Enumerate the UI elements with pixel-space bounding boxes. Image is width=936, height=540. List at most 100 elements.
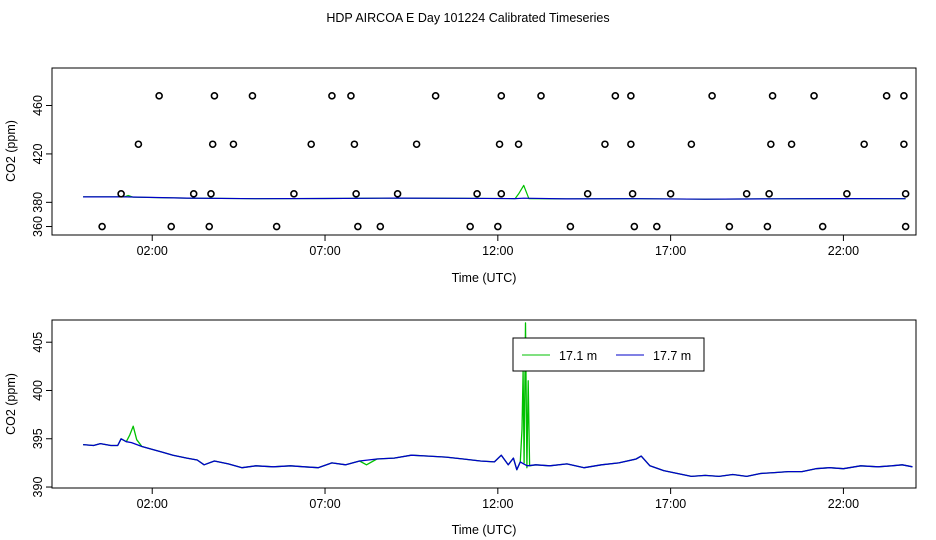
y-tick-label: 460 [31,95,45,116]
series-line-17-1 [83,184,906,200]
flag-point [248,92,257,100]
x-axis: 02:00 07:00 12:00 17:00 22:00 [137,235,859,258]
x-axis-title: Time (UTC) [452,523,517,537]
x-axis-title: Time (UTC) [452,271,517,285]
flag-point [473,190,481,198]
x-tick-label: 17:00 [655,497,686,511]
flag-point [328,92,336,100]
flag-point [155,92,163,100]
flag-point [290,190,298,198]
flag-point [208,140,217,149]
x-tick-label: 22:00 [828,497,859,511]
flag-point [666,190,675,198]
flag-point [210,92,219,100]
bottom-panel: 02:00 07:00 12:00 17:00 22:00 390 395 400 405 T… [4,319,917,537]
flag-point [583,190,592,198]
flag-point [601,140,609,149]
flag-point [687,140,696,149]
flag-point [768,92,777,100]
flag-point [652,222,661,231]
flag-point [497,92,506,100]
legend-box [512,337,705,372]
top-panel: 02:00 07:00 12:00 17:00 22:00 360 380 420 460 T… [4,67,917,285]
flag-point [901,190,910,198]
flag-point [350,140,359,149]
legend: 17.1 m 17.7 m [512,337,705,372]
flag-point [742,190,751,198]
y-tick-label: 395 [31,428,45,449]
legend-label-17-7: 17.7 m [653,349,691,363]
flag-point [514,140,523,149]
flag-point [765,190,773,198]
chart-title: HDP AIRCOA E Day 101224 Calibrated Times… [326,11,609,25]
flag-point [627,140,635,149]
flag-point [229,140,238,149]
flag-point [494,222,502,231]
flag-point [134,140,143,149]
y-axis-title: CO2 (ppm) [4,373,18,435]
y-axis-title: CO2 (ppm) [4,120,18,182]
y-tick-label: 360 [31,216,45,237]
flag-point [843,190,851,198]
flag-point [98,222,106,231]
x-axis: 02:00 07:00 12:00 17:00 22:00 [137,488,859,511]
series-line-17-7 [83,196,906,200]
legend-label-17-1: 17.1 m [559,349,597,363]
series-lines [83,184,906,200]
flag-point [393,190,402,198]
flag-point [466,222,474,231]
flag-point [810,92,818,100]
flag-point [566,222,575,231]
flag-point [537,92,545,100]
flag-point [763,222,772,231]
flag-point [882,92,891,100]
flag-point [347,92,355,100]
flag-point [627,92,635,100]
flag-point [495,140,504,149]
flag-point [207,190,215,198]
flag-point [818,222,827,231]
flag-point [431,92,440,100]
x-tick-label: 12:00 [482,497,513,511]
flag-point [412,140,421,149]
flag-point [307,140,316,149]
y-axis: 360 380 420 460 [31,95,52,237]
plot-frame [51,319,917,489]
flag-point [725,222,734,231]
flag-points [98,92,910,231]
flag-point [708,92,716,100]
x-tick-label: 07:00 [309,497,340,511]
flag-point [272,222,281,231]
flag-point [900,140,908,149]
x-tick-label: 22:00 [828,244,859,258]
flag-point [767,140,775,149]
x-tick-label: 07:00 [309,244,340,258]
flag-point [167,222,176,231]
flag-point [189,190,198,198]
flag-point [787,140,796,149]
flag-point [901,222,910,231]
x-tick-label: 02:00 [137,244,168,258]
series-line-17-1 [83,322,913,478]
x-tick-label: 12:00 [482,244,513,258]
series-lines [83,322,913,478]
flag-point [205,222,214,231]
y-tick-label: 420 [31,143,45,164]
flag-point [352,190,360,198]
y-tick-label: 400 [31,380,45,401]
y-axis: 390 395 400 405 [31,332,52,498]
flag-point [630,222,639,231]
flag-point [497,190,506,198]
flag-point [376,222,385,231]
y-tick-label: 390 [31,477,45,498]
flag-point [628,190,637,198]
flag-point [354,222,362,231]
plot-frame [51,67,917,236]
flag-point [117,190,125,198]
flag-point [860,140,868,149]
flag-point [611,92,620,100]
series-line-17-7 [83,438,913,478]
x-tick-label: 17:00 [655,244,686,258]
x-tick-label: 02:00 [137,497,168,511]
